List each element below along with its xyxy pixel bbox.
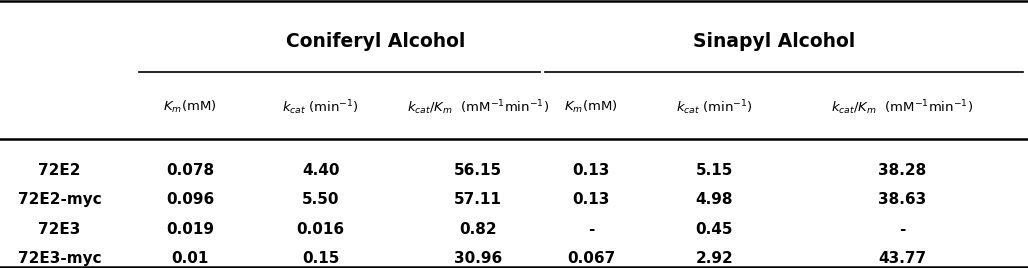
Text: Sinapyl Alcohol: Sinapyl Alcohol [693,32,855,51]
Text: 0.016: 0.016 [297,222,344,237]
Text: 72E3-myc: 72E3-myc [17,251,102,266]
Text: 0.45: 0.45 [696,222,733,237]
Text: 0.096: 0.096 [167,192,214,207]
Text: 0.067: 0.067 [567,251,615,266]
Text: $\mathit{k_{cat}}$/$\mathit{K_m}$  (mM$^{-1}$min$^{-1}$): $\mathit{k_{cat}}$/$\mathit{K_m}$ (mM$^{… [832,98,974,117]
Text: 5.15: 5.15 [696,163,733,178]
Text: -: - [900,222,906,237]
Text: 30.96: 30.96 [454,251,502,266]
Text: 5.50: 5.50 [302,192,339,207]
Text: Coniferyl Alcohol: Coniferyl Alcohol [286,32,465,51]
Text: 0.15: 0.15 [302,251,339,266]
Text: $\mathit{K_m}$(mM): $\mathit{K_m}$(mM) [163,99,217,115]
Text: -: - [588,222,594,237]
Text: 72E3: 72E3 [38,222,81,237]
Text: 4.98: 4.98 [696,192,733,207]
Text: $\mathit{k_{cat}}$ (min$^{-1}$): $\mathit{k_{cat}}$ (min$^{-1}$) [676,98,752,117]
Text: 38.63: 38.63 [879,192,926,207]
Text: 0.01: 0.01 [172,251,209,266]
Text: 2.92: 2.92 [696,251,733,266]
Text: $\mathit{K_m}$(mM): $\mathit{K_m}$(mM) [564,99,618,115]
Text: 56.15: 56.15 [454,163,502,178]
Text: 0.019: 0.019 [167,222,214,237]
Text: 0.078: 0.078 [167,163,214,178]
Text: 0.13: 0.13 [573,192,610,207]
Text: $\mathit{k_{cat}}$/$\mathit{K_m}$  (mM$^{-1}$min$^{-1}$): $\mathit{k_{cat}}$/$\mathit{K_m}$ (mM$^{… [407,98,549,117]
Text: 38.28: 38.28 [879,163,926,178]
Text: 43.77: 43.77 [879,251,926,266]
Text: 0.13: 0.13 [573,163,610,178]
Text: 0.82: 0.82 [460,222,497,237]
Text: $\mathit{k_{cat}}$ (min$^{-1}$): $\mathit{k_{cat}}$ (min$^{-1}$) [283,98,359,117]
Text: 4.40: 4.40 [302,163,339,178]
Text: 57.11: 57.11 [454,192,502,207]
Text: 72E2-myc: 72E2-myc [17,192,102,207]
Text: 72E2: 72E2 [38,163,81,178]
